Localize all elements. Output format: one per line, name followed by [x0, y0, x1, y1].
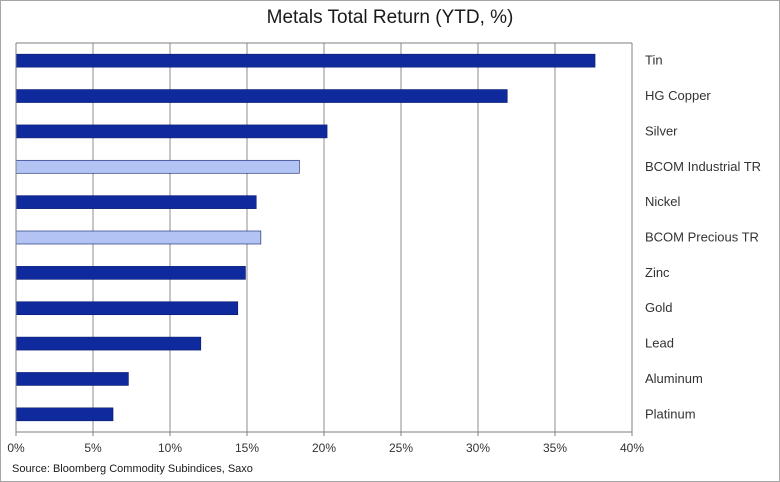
x-tick-label-40: 40%	[620, 441, 644, 455]
x-tick-label-20: 20%	[312, 441, 336, 455]
bar-silver	[15, 124, 328, 139]
bar-gold	[15, 301, 239, 316]
bar-zinc	[15, 266, 246, 280]
x-tick-label-5: 5%	[84, 441, 102, 455]
category-label-nickel: Nickel	[645, 194, 681, 209]
category-label-hg-copper: HG Copper	[645, 88, 711, 103]
bar-platinum	[15, 407, 114, 422]
axes	[15, 42, 633, 436]
bar-hg-copper	[15, 89, 508, 103]
bar-bcom-industrial-tr	[15, 159, 300, 174]
bar-aluminum	[15, 372, 129, 386]
bar-tin	[15, 53, 596, 68]
category-label-gold: Gold	[645, 300, 672, 315]
labels: 0% 5% 10% 15% 20% 25% 30% 35% 40% Tin HG Copper Sil…	[7, 53, 761, 455]
bars	[15, 53, 596, 422]
x-tick-label-35: 35%	[543, 441, 567, 455]
chart-title: Metals Total Return (YTD, %)	[266, 7, 514, 28]
category-label-silver: Silver	[645, 123, 678, 138]
bar-lead	[15, 336, 202, 351]
category-label-bcom-industrial-tr: BCOM Industrial TR	[645, 159, 761, 174]
category-label-zinc: Zinc	[645, 265, 670, 280]
bar-nickel	[15, 195, 257, 209]
x-tick-label-10: 10%	[158, 441, 182, 455]
source-note: Source: Bloomberg Commodity Subindices, …	[12, 463, 253, 475]
x-tick-label-30: 30%	[466, 441, 490, 455]
category-label-platinum: Platinum	[645, 406, 696, 421]
category-label-lead: Lead	[645, 336, 674, 351]
bar-bcom-precious-tr	[15, 230, 262, 245]
category-label-tin: Tin	[645, 53, 663, 68]
category-label-bcom-precious-tr: BCOM Precious TR	[645, 230, 759, 245]
x-tick-label-25: 25%	[389, 441, 413, 455]
x-tick-label-0: 0%	[7, 441, 25, 455]
category-label-aluminum: Aluminum	[645, 371, 703, 386]
x-tick-label-15: 15%	[235, 441, 259, 455]
